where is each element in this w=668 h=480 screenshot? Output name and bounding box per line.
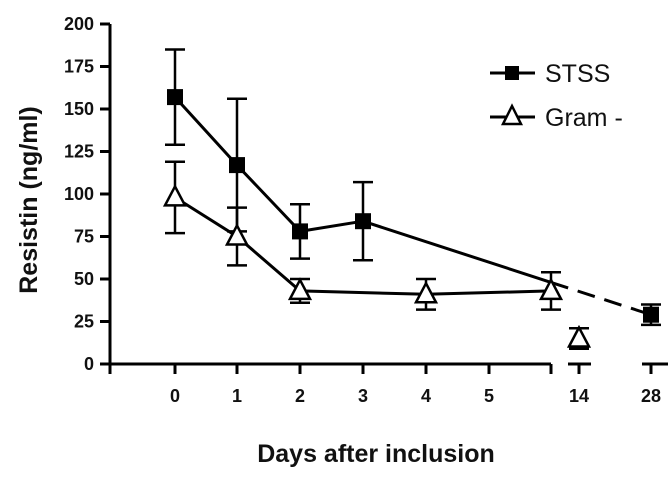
gram-point [287, 277, 313, 301]
y-tick-labels: 0 25 50 75 100 125 150 175 200 [64, 14, 94, 374]
y-tick-label: 100 [64, 184, 94, 204]
y-axis-title: Resistin (ng/ml) [15, 106, 43, 294]
gram-point [566, 324, 592, 348]
gram-point [413, 280, 439, 304]
y-tick-label: 25 [74, 312, 94, 332]
x-axis-title: Days after inclusion [257, 440, 495, 468]
y-tick-label: 50 [74, 269, 94, 289]
stss-line-dashed [550, 280, 652, 317]
x-tick-label: 1 [232, 386, 242, 406]
x-tick-labels: 0 1 2 3 4 5 14 28 [170, 386, 661, 406]
legend-label-gram: Gram - [545, 104, 623, 132]
legend-marker-stss [505, 66, 519, 80]
gram-point [538, 277, 564, 301]
stss-point [643, 306, 659, 323]
legend-marker-gram [500, 103, 524, 126]
x-tick-label: 5 [484, 386, 494, 406]
stss-point [229, 157, 245, 174]
stss-point [292, 223, 308, 240]
stss-line-extension [362, 219, 552, 284]
legend: STSS Gram - [490, 60, 623, 132]
y-tick-label: 75 [74, 227, 94, 247]
x-tick-label: 0 [170, 386, 180, 406]
axes [100, 22, 668, 374]
y-tick-label: 125 [64, 142, 94, 162]
x-tick-label: 2 [295, 386, 305, 406]
data-markers [162, 89, 659, 348]
y-tick-label: 200 [64, 14, 94, 34]
x-tick-label: 28 [641, 386, 661, 406]
y-tick-label: 175 [64, 57, 94, 77]
gram-point [224, 222, 250, 246]
legend-label-stss: STSS [545, 60, 610, 88]
y-tick-label: 0 [84, 354, 94, 374]
x-tick-label: 4 [421, 386, 431, 406]
stss-point [355, 213, 371, 230]
x-tick-label: 3 [358, 386, 368, 406]
stss-point [167, 89, 183, 106]
x-tick-label: 14 [569, 386, 589, 406]
stss-line [173, 96, 364, 234]
error-bars [165, 48, 661, 350]
y-tick-label: 150 [64, 99, 94, 119]
gram-point [162, 183, 188, 207]
